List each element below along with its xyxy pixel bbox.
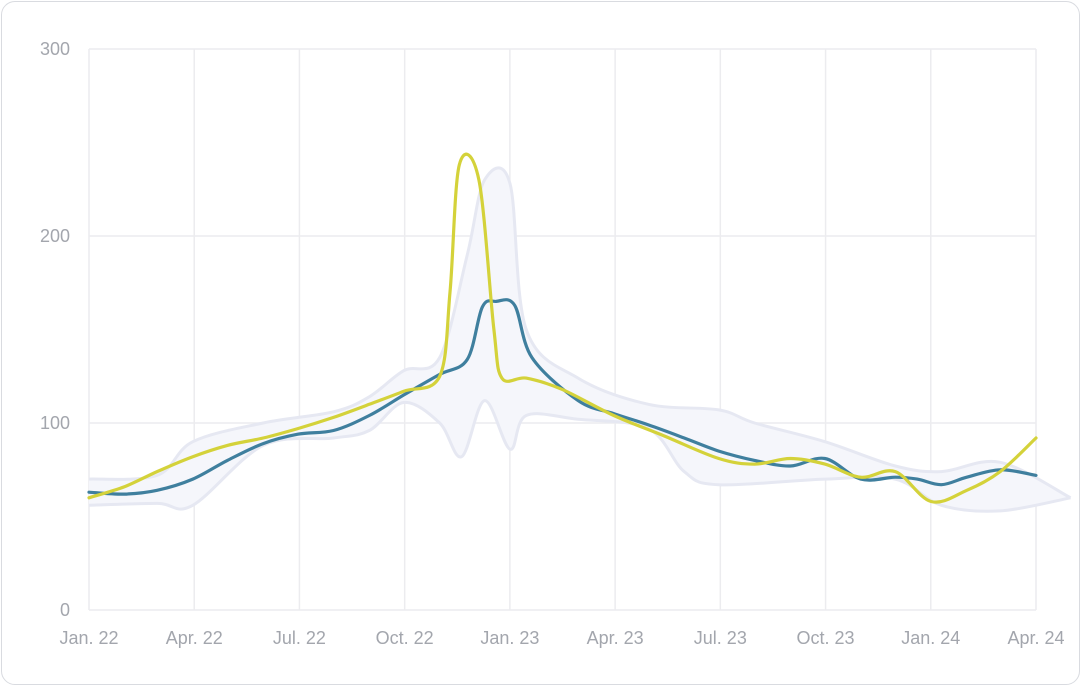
x-tick-label: Jan. 22 — [59, 628, 118, 648]
series-lines — [87, 152, 1038, 504]
series-line-2 — [87, 152, 1038, 504]
y-axis-ticks: 0 100 200 300 — [40, 39, 70, 620]
x-tick-label: Jul. 22 — [273, 628, 326, 648]
x-axis-ticks: Jan. 22 Apr. 22 Jul. 22 Oct. 22 Jan. 23 Apr. … — [59, 628, 1064, 648]
y-tick-label: 100 — [40, 413, 70, 433]
range-band — [88, 166, 1072, 513]
grid-lines — [88, 48, 1037, 611]
x-tick-label: Apr. 22 — [166, 628, 223, 648]
x-tick-label: Jan. 23 — [480, 628, 539, 648]
y-tick-label: 200 — [40, 226, 70, 246]
x-tick-label: Apr. 24 — [1007, 628, 1064, 648]
x-tick-label: Oct. 23 — [797, 628, 855, 648]
x-tick-label: Oct. 22 — [376, 628, 434, 648]
x-tick-label: Jul. 23 — [694, 628, 747, 648]
series-line-1 — [87, 298, 1038, 496]
y-tick-label: 300 — [40, 39, 70, 59]
y-tick-label: 0 — [60, 600, 70, 620]
range-band-upper — [88, 166, 1072, 500]
x-tick-label: Jan. 24 — [901, 628, 960, 648]
range-band-fill — [89, 167, 1071, 512]
x-tick-label: Apr. 23 — [587, 628, 644, 648]
